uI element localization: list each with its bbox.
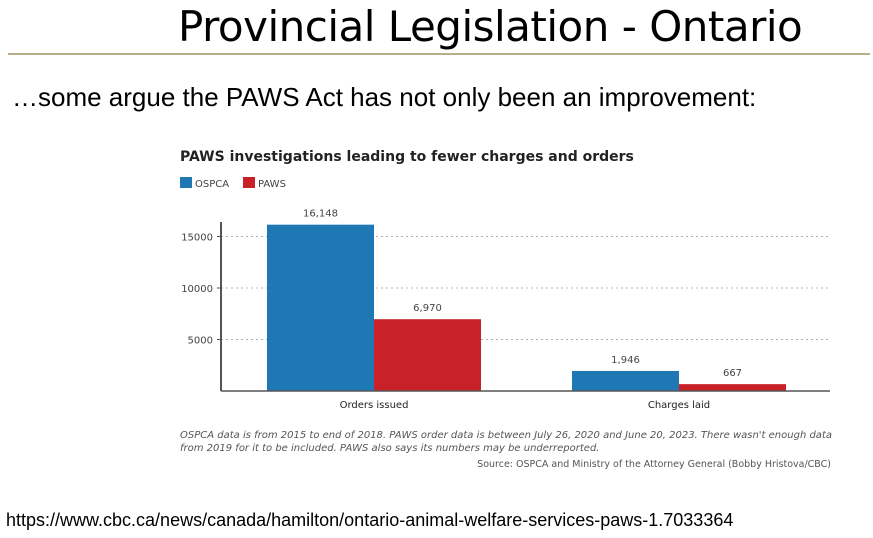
legend-label-paws: PAWS [258, 179, 286, 190]
legend-label-ospca: OSPCA [195, 179, 229, 190]
chart-note: OSPCA data is from 2015 to end of 2018. … [180, 430, 832, 454]
bar-paws [679, 384, 786, 391]
slide-subtitle: …some argue the PAWS Act has not only be… [12, 82, 757, 112]
data-label: 6,970 [413, 303, 442, 314]
data-label: 16,148 [303, 209, 338, 220]
title-divider [8, 53, 870, 55]
source-url[interactable]: https://www.cbc.ca/news/canada/hamilton/… [6, 510, 734, 530]
x-tick-label: Orders issued [340, 400, 409, 411]
slide-title: Provincial Legislation - Ontario [178, 2, 803, 51]
data-label: 667 [723, 368, 742, 379]
x-tick-label: Charges laid [648, 400, 710, 411]
y-tick-label: 15000 [181, 233, 213, 244]
legend-swatch-paws [243, 177, 255, 188]
y-tick-label: 10000 [181, 284, 213, 295]
data-label: 1,946 [611, 355, 640, 366]
chart-source: Source: OSPCA and Ministry of the Attorn… [477, 459, 831, 470]
y-tick-label: 5000 [188, 336, 213, 347]
bar-ospca [572, 370, 679, 391]
legend-swatch-ospca [180, 177, 192, 188]
chart-title: PAWS investigations leading to fewer cha… [180, 149, 634, 165]
bar-ospca [267, 224, 374, 391]
bar-paws [374, 319, 481, 391]
